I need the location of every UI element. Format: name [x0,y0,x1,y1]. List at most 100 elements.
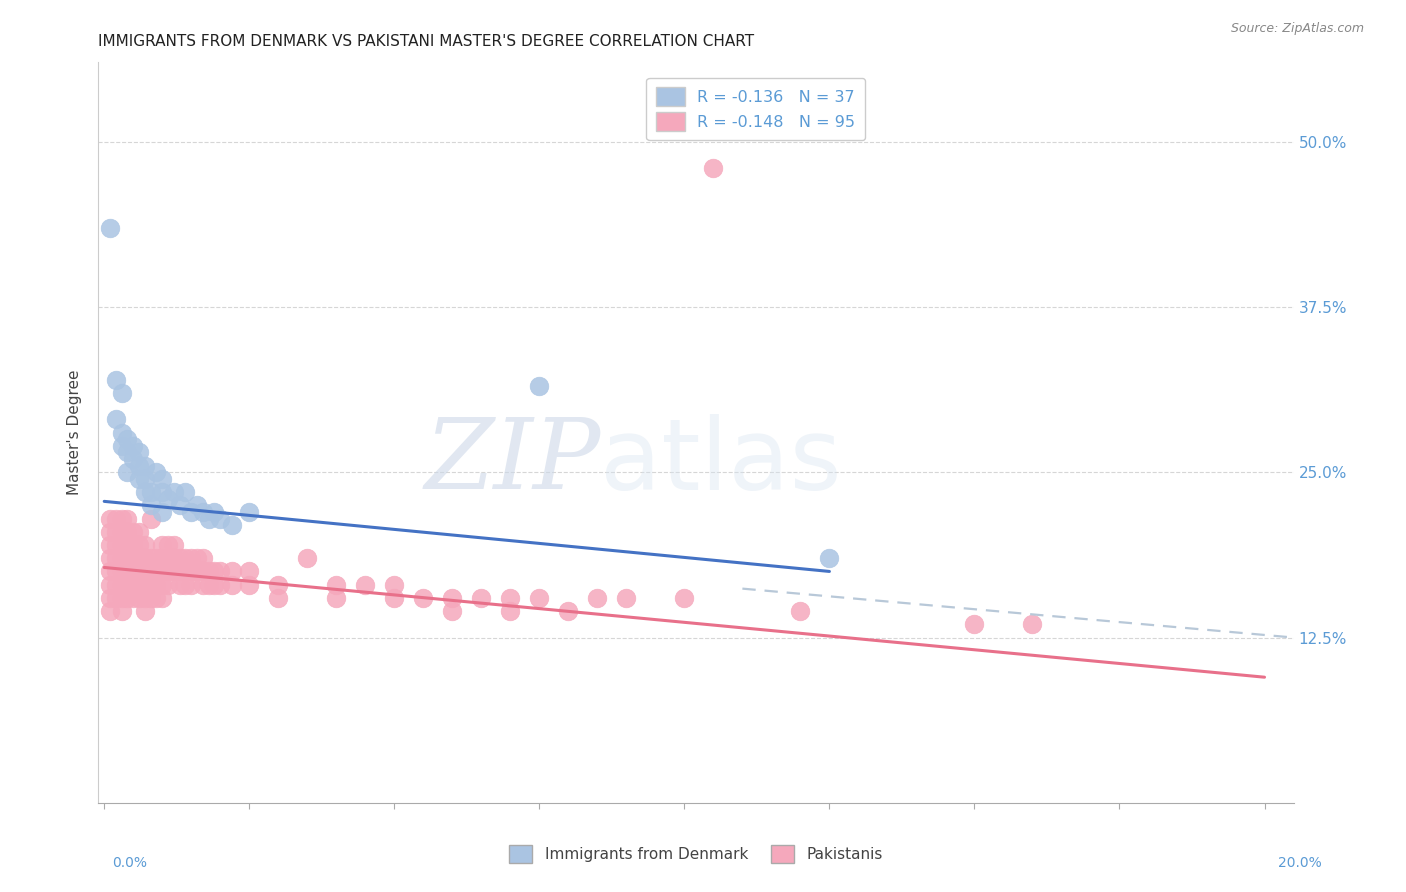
Point [134,458,156,473]
Point [150,591,173,605]
Point [238,505,260,519]
Point [204,565,226,579]
Point [111,551,134,566]
Point [134,485,156,500]
Point [150,472,173,486]
Point [789,604,811,618]
Point [104,511,127,525]
Point [238,577,260,591]
Text: ZIP: ZIP [425,415,600,510]
Y-axis label: Master's Degree: Master's Degree [67,370,83,495]
Point [117,445,139,459]
Point [963,617,986,632]
Point [104,524,127,539]
Point [529,591,551,605]
Point [145,565,167,579]
Point [157,551,180,566]
Point [197,511,219,525]
Point [614,591,637,605]
Point [134,472,156,486]
Point [117,465,139,479]
Point [150,538,173,552]
Point [134,577,156,591]
Point [150,577,173,591]
Point [169,565,191,579]
Point [174,485,197,500]
Point [157,491,180,506]
Point [117,577,139,591]
Point [111,386,134,401]
Point [197,577,219,591]
Point [111,604,134,618]
Point [209,577,232,591]
Point [139,499,162,513]
Point [145,591,167,605]
Point [111,439,134,453]
Point [128,472,150,486]
Point [221,577,243,591]
Point [111,425,134,440]
Point [186,499,208,513]
Point [145,551,167,566]
Point [122,565,145,579]
Point [150,551,173,566]
Point [499,604,522,618]
Point [221,565,243,579]
Point [122,439,145,453]
Point [111,511,134,525]
Point [174,551,197,566]
Point [128,591,150,605]
Point [139,591,162,605]
Point [197,565,219,579]
Point [238,565,260,579]
Point [98,604,121,618]
Point [209,565,232,579]
Point [163,565,186,579]
Point [98,551,121,566]
Point [117,524,139,539]
Point [163,551,186,566]
Point [209,511,232,525]
Point [221,518,243,533]
Point [117,538,139,552]
Point [470,591,492,605]
Point [111,565,134,579]
Point [150,505,173,519]
Point [111,591,134,605]
Point [134,604,156,618]
Point [191,551,214,566]
Point [104,577,127,591]
Point [157,577,180,591]
Point [128,445,150,459]
Point [111,538,134,552]
Point [98,538,121,552]
Point [139,551,162,566]
Point [122,452,145,467]
Point [673,591,696,605]
Legend: Immigrants from Denmark, Pakistanis: Immigrants from Denmark, Pakistanis [503,839,889,869]
Point [104,412,127,426]
Point [122,551,145,566]
Point [104,538,127,552]
Point [139,565,162,579]
Point [180,505,202,519]
Point [150,485,173,500]
Point [186,551,208,566]
Point [441,604,464,618]
Point [157,538,180,552]
Point [441,591,464,605]
Point [163,538,186,552]
Point [128,524,150,539]
Point [180,551,202,566]
Point [354,577,377,591]
Point [134,551,156,566]
Point [134,591,156,605]
Point [157,565,180,579]
Point [122,538,145,552]
Point [122,577,145,591]
Point [818,551,841,566]
Point [325,577,347,591]
Point [180,565,202,579]
Point [104,551,127,566]
Point [98,524,121,539]
